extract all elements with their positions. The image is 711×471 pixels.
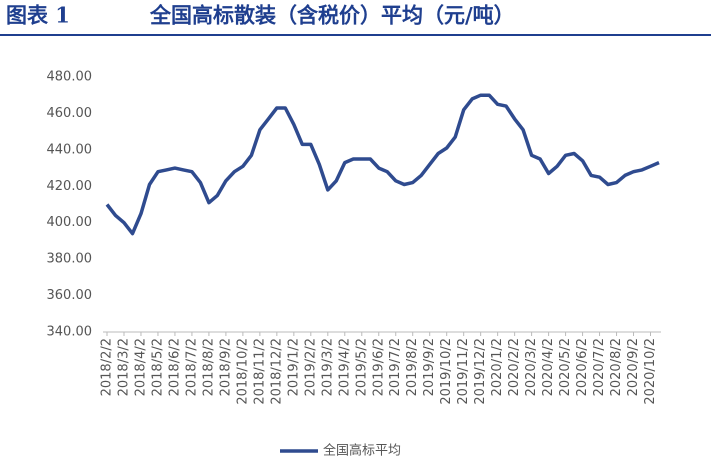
y-tick-label: 380.00 (47, 252, 93, 267)
chart-title: 全国高标散装（含税价）平均（元/吨） (149, 3, 515, 28)
x-tick-label: 2020/2/2 (507, 338, 522, 396)
x-tick-label: 2018/8/2 (201, 338, 216, 396)
x-tick-label: 2020/3/2 (524, 338, 539, 396)
x-tick-label: 2020/1/2 (490, 338, 505, 396)
x-tick-label: 2018/6/2 (167, 338, 182, 396)
legend-label: 全国高标平均 (323, 443, 401, 459)
x-tick-label: 2018/2/2 (100, 338, 115, 396)
x-tick-label: 2018/11/2 (252, 338, 267, 405)
y-tick-label: 360.00 (47, 288, 93, 303)
x-tick-label: 2020/9/2 (626, 338, 641, 396)
x-tick-label: 2019/9/2 (422, 338, 437, 396)
x-tick-label: 2018/4/2 (133, 338, 148, 396)
x-tick-label: 2018/12/2 (269, 338, 284, 405)
x-tick-label: 2018/7/2 (184, 338, 199, 396)
x-tick-label: 2019/3/2 (320, 338, 335, 396)
x-tick-label: 2020/6/2 (575, 338, 590, 396)
x-tick-label: 2019/8/2 (405, 338, 420, 396)
x-tick-label: 2018/5/2 (150, 338, 165, 396)
x-tick-label: 2020/4/2 (541, 338, 556, 396)
x-tick-label: 2020/5/2 (558, 338, 573, 396)
x-tick-label: 2018/3/2 (116, 338, 131, 396)
series-line (105, 93, 660, 236)
y-tick-label: 400.00 (47, 215, 93, 230)
x-tick-label: 2019/7/2 (388, 338, 403, 396)
x-tick-label: 2020/10/2 (643, 338, 658, 405)
x-tick-label: 2018/10/2 (235, 338, 250, 405)
y-tick-label: 480.00 (47, 70, 93, 85)
x-tick-label: 2019/4/2 (337, 338, 352, 396)
y-tick-label: 420.00 (47, 179, 93, 194)
x-tick-label: 2020/7/2 (592, 338, 607, 396)
y-tick-label: 440.00 (47, 142, 93, 157)
x-tick-label: 2020/8/2 (609, 338, 624, 396)
y-tick-label: 340.00 (47, 325, 93, 340)
x-tick-label: 2019/1/2 (286, 338, 301, 396)
figure-label: 图表 1 (6, 3, 70, 28)
x-tick-label: 2018/9/2 (218, 338, 233, 396)
x-tick-label: 2019/10/2 (439, 338, 454, 405)
x-tick-label: 2019/11/2 (456, 338, 471, 405)
x-tick-label: 2019/12/2 (473, 338, 488, 405)
x-tick-label: 2019/2/2 (303, 338, 318, 396)
x-tick-label: 2019/6/2 (371, 338, 386, 396)
x-tick-label: 2019/5/2 (354, 338, 369, 396)
y-tick-label: 460.00 (47, 106, 93, 121)
